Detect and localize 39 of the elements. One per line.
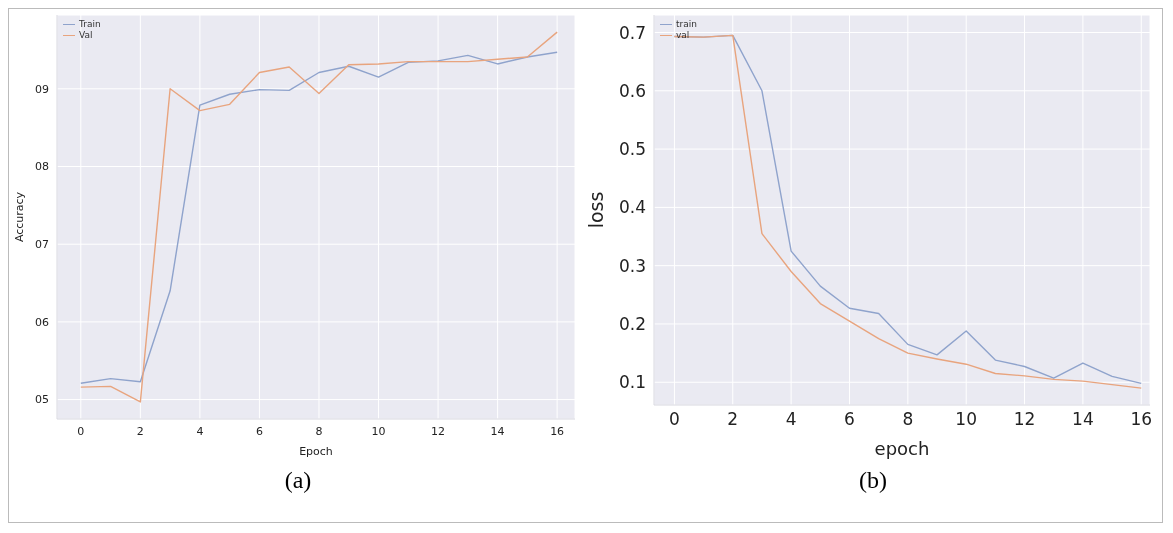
x-tick-label: 8 (902, 409, 914, 430)
x-tick-label: 6 (255, 424, 263, 438)
y-tick-label: 08 (35, 160, 49, 174)
x-tick-label: 14 (1072, 409, 1094, 430)
legend-label: Train (79, 19, 101, 30)
x-tick-label: 8 (315, 424, 323, 438)
y-tick-label: 07 (35, 238, 49, 252)
x-tick-label: 6 (844, 409, 855, 430)
y-tick-label: 06 (35, 315, 49, 329)
x-axis-title: epoch (874, 438, 930, 459)
x-tick-label: 4 (196, 424, 204, 438)
y-tick-label: 0.3 (618, 255, 646, 276)
x-tick-label: 14 (490, 424, 505, 438)
y-axis-title: loss (584, 191, 607, 229)
x-tick-label: 0 (77, 424, 85, 438)
x-tick-label: 16 (1130, 409, 1153, 430)
y-tick-label: 09 (35, 82, 49, 96)
x-tick-label: 2 (136, 424, 144, 438)
x-tick-label: 12 (431, 424, 446, 438)
x-tick-label: 16 (550, 424, 565, 438)
x-tick-label: 10 (371, 424, 386, 438)
y-tick-label: 05 (35, 393, 49, 407)
x-tick-label: 4 (785, 409, 797, 430)
y-tick-label: 0.1 (618, 372, 646, 393)
text: (a) (284, 467, 312, 494)
y-tick-label: 0.6 (618, 80, 646, 101)
legend-label: train (676, 19, 697, 30)
y-tick-label: 0.4 (618, 197, 646, 218)
x-tick-label: 10 (955, 409, 978, 430)
x-tick-label: 0 (669, 409, 680, 430)
x-axis-title: Epoch (299, 445, 333, 458)
x-tick-label: 2 (727, 409, 739, 430)
y-tick-label: 0.7 (618, 22, 646, 43)
y-tick-label: 0.2 (618, 314, 646, 334)
y-axis-title: Accuracy (12, 191, 26, 243)
x-tick-label: 12 (1013, 409, 1036, 430)
text: (b) (859, 467, 887, 494)
legend-label: Val (79, 30, 93, 41)
y-tick-label: 0.5 (618, 139, 646, 160)
